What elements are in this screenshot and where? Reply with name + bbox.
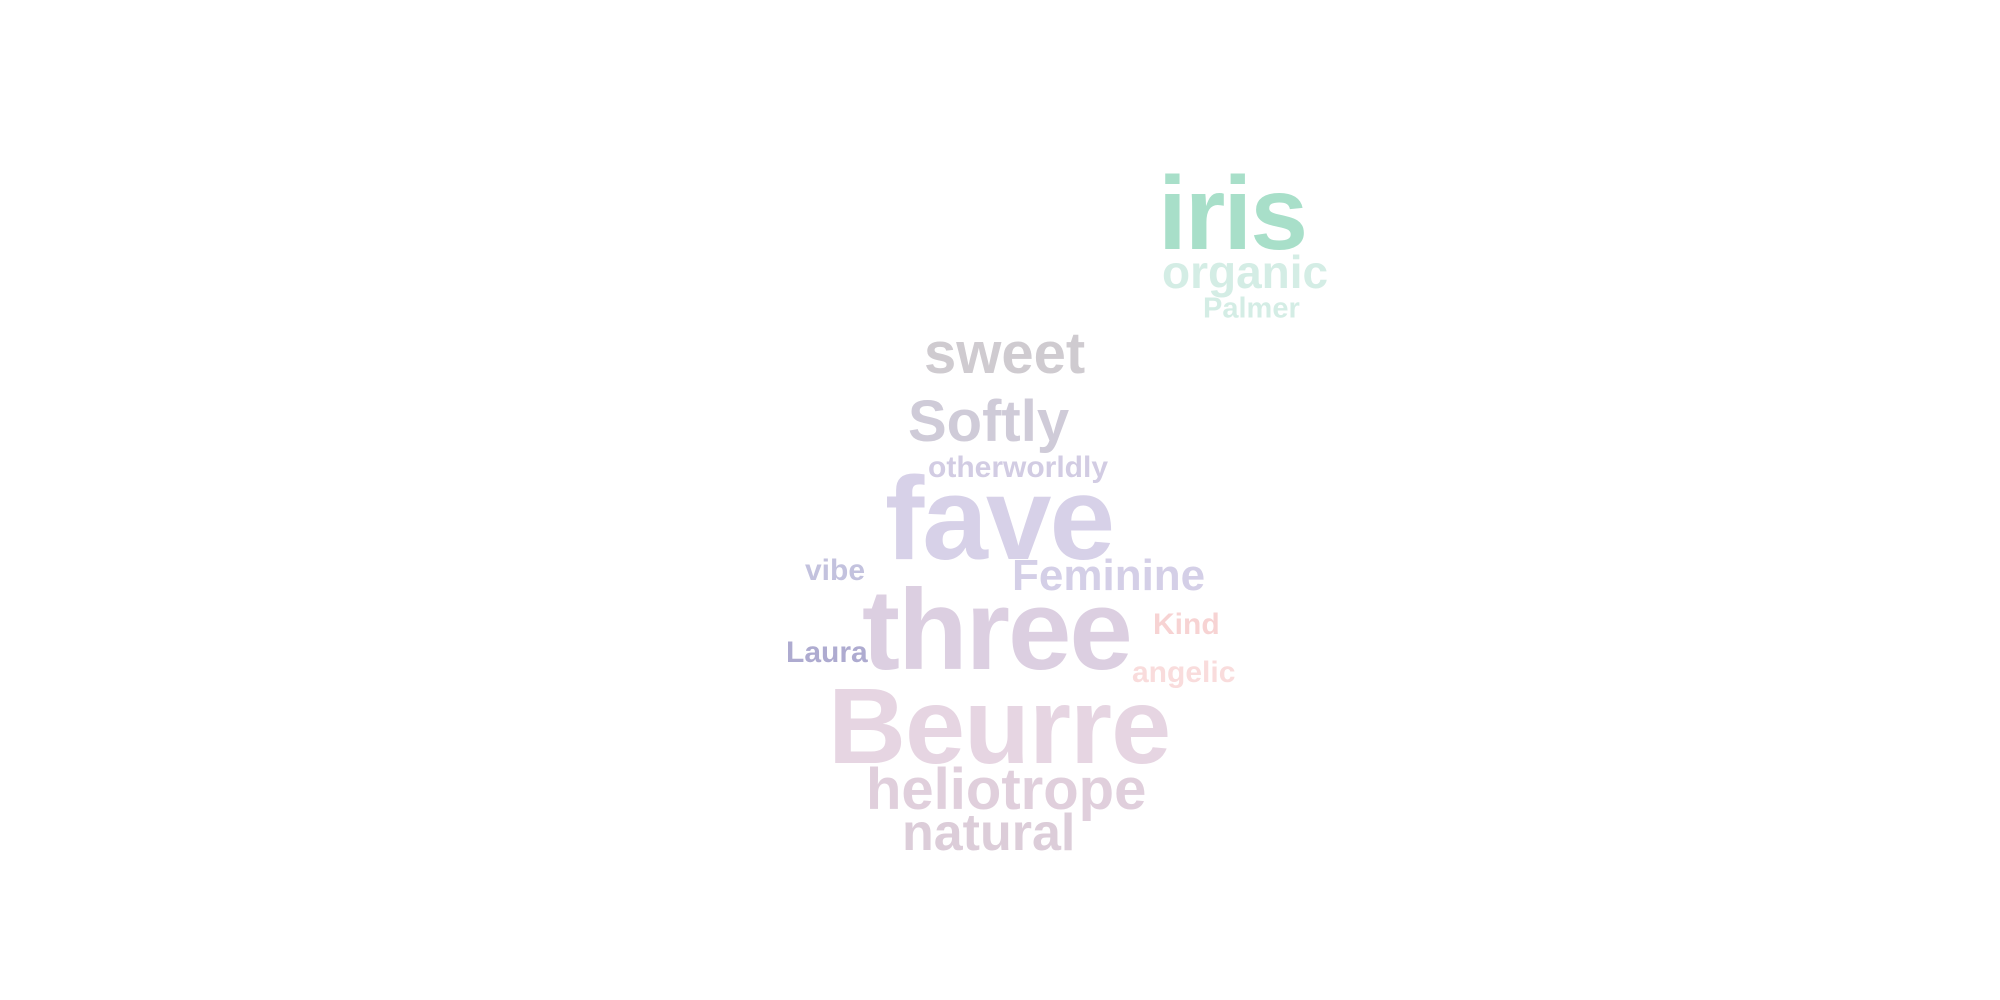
word-iris: iris <box>1158 156 1308 272</box>
word-kind: Kind <box>1153 608 1220 641</box>
word-feminine: Feminine <box>1012 551 1206 600</box>
word-palmer: Palmer <box>1203 292 1300 325</box>
word-otherworldly: otherworldly <box>928 451 1109 484</box>
word-natural: natural <box>902 804 1076 862</box>
word-organic: organic <box>1162 246 1329 298</box>
word-vibe: vibe <box>805 554 866 587</box>
word-angelic: angelic <box>1132 656 1236 689</box>
word-fave: fave <box>885 453 1115 585</box>
word-laura: Laura <box>786 636 868 669</box>
word-beurre: Beurre <box>828 665 1171 786</box>
word-heliotrope: heliotrope <box>866 757 1147 822</box>
word-sweet: sweet <box>924 321 1086 386</box>
word-softly: Softly <box>908 389 1070 454</box>
word-three: three <box>862 567 1133 694</box>
